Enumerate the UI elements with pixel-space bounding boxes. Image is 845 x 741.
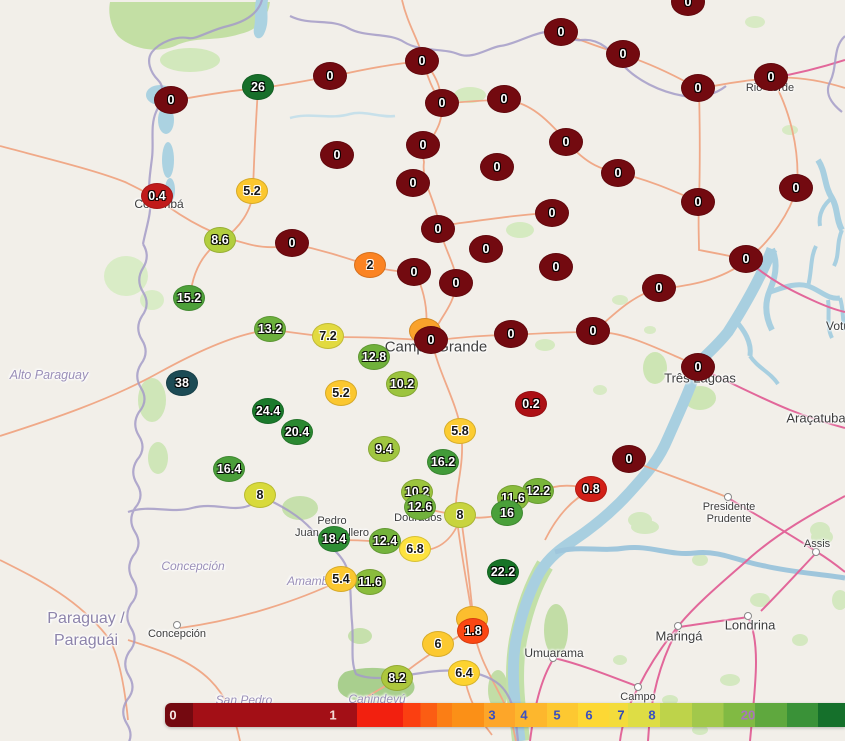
town-dot [549,654,557,662]
map-marker[interactable]: 0 [601,159,635,187]
map-marker[interactable]: 5.2 [325,380,357,406]
map-marker[interactable]: 26 [242,74,274,100]
map-marker[interactable]: 0 [275,229,309,257]
town-dot [634,683,642,691]
map-marker[interactable]: 0 [487,85,521,113]
map-marker[interactable]: 13.2 [254,316,286,342]
town-dot [744,612,752,620]
map-marker[interactable]: 0 [544,18,578,46]
legend-tick-label: 6 [585,707,593,723]
map-marker[interactable]: 5.8 [444,418,476,444]
map-marker[interactable]: 12.6 [404,494,436,520]
map-marker[interactable]: 11.6 [354,569,386,595]
map-marker[interactable]: 8.6 [204,227,236,253]
map-marker[interactable]: 9.4 [368,436,400,462]
map-marker[interactable]: 0 [754,63,788,91]
map-marker[interactable]: 12.4 [369,528,401,554]
map-marker[interactable]: 0 [535,199,569,227]
map-marker[interactable]: 0 [313,62,347,90]
town-dot [173,621,181,629]
map-marker[interactable]: 0 [681,74,715,102]
map-marker[interactable]: 0 [469,235,503,263]
map-marker[interactable]: 0 [494,320,528,348]
town-dot [674,622,682,630]
map-marker[interactable]: 0 [320,141,354,169]
map-marker[interactable]: 15.2 [173,285,205,311]
map-marker[interactable]: 0 [606,40,640,68]
map-marker[interactable]: 0 [414,326,448,354]
motorways [529,59,845,741]
legend-tick-label: 1 [329,707,337,723]
map-marker[interactable]: 0 [480,153,514,181]
map-marker[interactable]: 20.4 [281,419,313,445]
map-marker[interactable]: 6 [422,631,454,657]
map-marker[interactable]: 5.4 [325,566,357,592]
map-marker[interactable]: 0 [425,89,459,117]
map-marker[interactable]: 0 [405,47,439,75]
map-marker[interactable]: 10.2 [386,371,418,397]
legend-tick-label: 0 [169,707,177,723]
map-marker[interactable]: 0 [779,174,813,202]
map-marker[interactable]: 0 [671,0,705,16]
map-marker[interactable]: 6.4 [448,660,480,686]
map-marker[interactable]: 0 [154,86,188,114]
legend-tick-label: 7 [617,707,625,723]
legend-color-scale: 0 1 3 4 5 6 7 8 20 [165,703,845,727]
legend-tick-label: 4 [520,707,528,723]
map-marker[interactable]: 8.2 [381,665,413,691]
map-marker[interactable]: 24.4 [252,398,284,424]
map-marker[interactable]: 12.8 [358,344,390,370]
map-marker[interactable]: 0 [642,274,676,302]
map-marker[interactable]: 0 [421,215,455,243]
map-marker[interactable]: 7.2 [312,323,344,349]
map-marker[interactable]: 0 [612,445,646,473]
map-marker[interactable]: 0 [406,131,440,159]
map-marker[interactable]: 2 [354,252,386,278]
map-marker[interactable]: 0 [439,269,473,297]
town-dot [812,548,820,556]
map-marker[interactable]: 16 [491,500,523,526]
map-marker[interactable]: 1.8 [457,618,489,644]
map-marker[interactable]: 16.2 [427,449,459,475]
map-marker[interactable]: 18.4 [318,526,350,552]
map-marker[interactable]: 0.4 [141,183,173,209]
map-marker[interactable]: 0.8 [575,476,607,502]
map-marker[interactable]: 16.4 [213,456,245,482]
map-marker[interactable]: 0 [397,258,431,286]
map-marker[interactable]: 8 [244,482,276,508]
map-marker[interactable]: 22.2 [487,559,519,585]
town-dot [724,493,732,501]
legend-tick-label: 3 [488,707,496,723]
map-marker[interactable]: 0 [729,245,763,273]
map-marker[interactable]: 6.8 [399,536,431,562]
legend-tick-label: 5 [553,707,561,723]
map-marker[interactable]: 38 [166,370,198,396]
map-marker[interactable]: 0 [539,253,573,281]
map-marker[interactable]: 0 [396,169,430,197]
map-marker[interactable]: 0.2 [515,391,547,417]
map-marker[interactable]: 8 [444,502,476,528]
map-marker[interactable]: 0 [681,188,715,216]
map-marker[interactable]: 0 [576,317,610,345]
legend-tick-label: 20 [740,707,756,723]
legend-tick-label: 8 [648,707,656,723]
map-marker[interactable]: 0 [681,353,715,381]
map-marker[interactable]: 5.2 [236,178,268,204]
map-marker[interactable]: 0 [549,128,583,156]
